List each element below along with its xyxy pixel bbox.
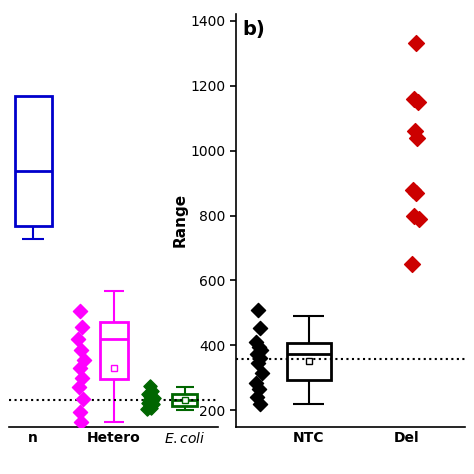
Point: [78, 374, 85, 382]
Point: [149, 401, 157, 408]
Y-axis label: Range: Range: [173, 193, 188, 247]
Point: [408, 260, 416, 268]
Point: [253, 379, 260, 387]
Point: [255, 343, 263, 351]
Point: [254, 393, 261, 401]
Point: [77, 346, 85, 354]
Point: [78, 323, 86, 331]
Point: [256, 355, 264, 362]
Point: [80, 356, 87, 364]
Point: [147, 404, 155, 411]
Point: [77, 418, 85, 426]
Point: [258, 369, 266, 377]
Point: [410, 212, 418, 219]
Point: [76, 364, 83, 372]
Point: [146, 402, 154, 410]
Point: [146, 392, 154, 400]
Point: [412, 40, 419, 47]
Point: [410, 95, 418, 102]
Point: [75, 383, 82, 391]
Bar: [287, 343, 331, 380]
Point: [412, 189, 419, 197]
Point: [415, 215, 422, 223]
Point: [409, 186, 417, 193]
Point: [79, 395, 87, 403]
Point: [411, 128, 419, 135]
Point: [148, 398, 155, 405]
Bar: [15, 96, 52, 226]
Point: [144, 390, 151, 398]
Point: [146, 382, 154, 390]
Point: [256, 324, 264, 331]
Point: [413, 134, 420, 141]
Point: [145, 399, 152, 407]
Point: [145, 396, 153, 404]
Point: [256, 400, 264, 408]
Point: [255, 385, 263, 393]
Point: [76, 408, 84, 416]
Point: [255, 306, 262, 313]
Point: [255, 359, 262, 367]
Bar: [172, 394, 198, 406]
Point: [257, 346, 265, 354]
Point: [253, 338, 260, 346]
Point: [148, 387, 156, 394]
Point: [254, 350, 261, 357]
Point: [150, 394, 157, 402]
Point: [76, 307, 84, 315]
Point: [414, 98, 421, 106]
Bar: [100, 322, 128, 379]
Point: [143, 406, 151, 413]
Text: b): b): [243, 20, 265, 39]
Point: [74, 335, 82, 342]
